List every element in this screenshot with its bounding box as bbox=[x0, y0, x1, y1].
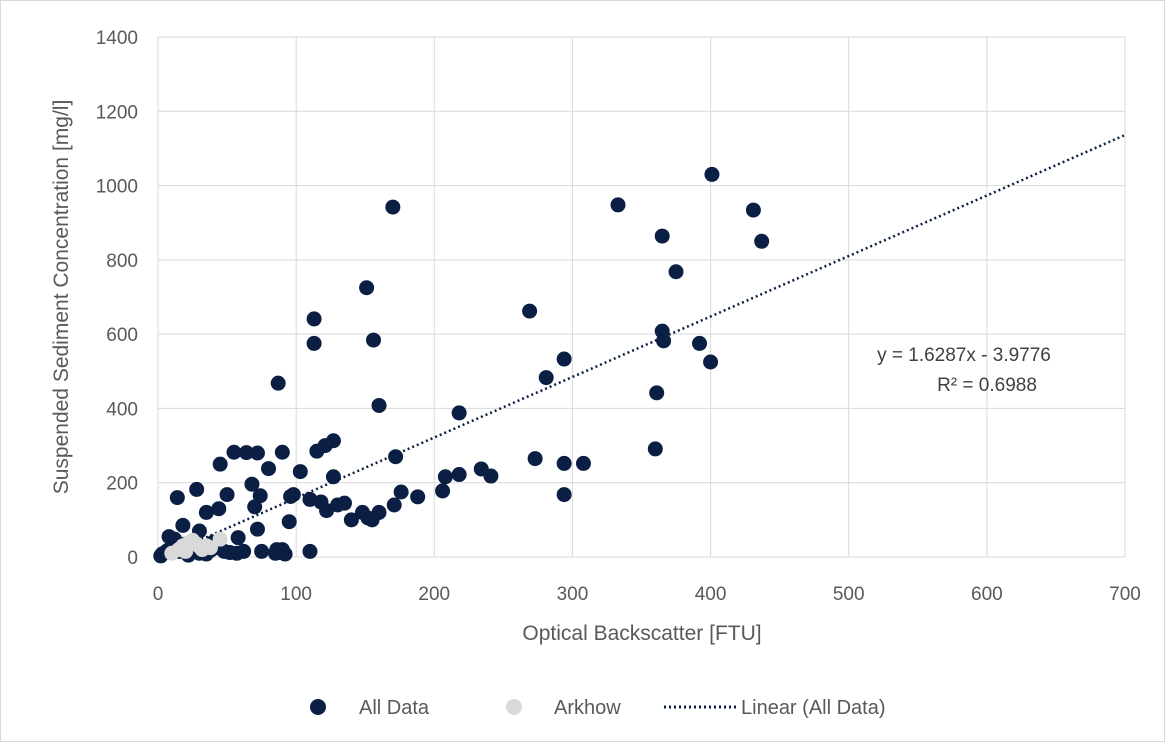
all-data-point bbox=[306, 311, 322, 327]
all-data-point bbox=[175, 517, 191, 533]
all-data-point bbox=[244, 476, 260, 492]
all-data-point bbox=[249, 445, 265, 461]
x-tick-label: 700 bbox=[1109, 584, 1141, 605]
all-data-point bbox=[556, 351, 572, 367]
x-tick-label: 500 bbox=[833, 584, 865, 605]
legend-marker-all-data bbox=[310, 699, 326, 715]
all-data-point bbox=[385, 199, 401, 215]
all-data-point bbox=[309, 443, 325, 459]
y-tick-label: 1200 bbox=[96, 102, 138, 123]
all-data-point bbox=[522, 303, 538, 319]
x-tick-label: 600 bbox=[971, 584, 1003, 605]
all-data-point bbox=[189, 481, 205, 497]
x-tick-label: 300 bbox=[557, 584, 589, 605]
x-tick-label: 200 bbox=[418, 584, 450, 605]
all-data-point bbox=[410, 489, 426, 505]
all-data-point bbox=[393, 484, 409, 500]
all-data-point bbox=[169, 490, 185, 506]
all-data-point bbox=[435, 483, 451, 499]
all-data-point bbox=[556, 455, 572, 471]
all-data-point bbox=[654, 228, 670, 244]
trendline-equation: y = 1.6287x - 3.9776 bbox=[877, 345, 1051, 366]
all-data-point bbox=[451, 405, 467, 421]
y-tick-label: 1400 bbox=[96, 28, 138, 49]
arklow-point bbox=[178, 543, 194, 559]
all-data-point bbox=[252, 488, 268, 504]
y-tick-label: 400 bbox=[106, 399, 138, 420]
all-data-point bbox=[306, 335, 322, 351]
all-data-point bbox=[219, 487, 235, 503]
all-data-point bbox=[649, 385, 665, 401]
all-data-point bbox=[236, 543, 252, 559]
arklow-point bbox=[164, 545, 180, 561]
all-data-point bbox=[238, 445, 254, 461]
y-tick-label: 1000 bbox=[96, 177, 138, 198]
gridlines bbox=[157, 36, 1126, 558]
legend-label-arklow: Arkhow bbox=[554, 697, 621, 719]
all-data-point bbox=[319, 503, 335, 519]
all-data-point bbox=[261, 461, 277, 477]
all-data-point bbox=[610, 197, 626, 213]
all-data-point bbox=[703, 354, 719, 370]
all-data-point bbox=[360, 510, 376, 526]
x-tick-label: 0 bbox=[153, 584, 164, 605]
all-data-point bbox=[366, 332, 382, 348]
all-data-point bbox=[483, 468, 499, 484]
all-data-point bbox=[226, 444, 242, 460]
all-data-point bbox=[230, 530, 246, 546]
y-axis-title: Suspended Sediment Concentration [mg/l] bbox=[50, 100, 73, 495]
all-data-point bbox=[343, 512, 359, 528]
all-data-point bbox=[437, 469, 453, 485]
data-points bbox=[153, 166, 770, 564]
all-data-point bbox=[556, 487, 572, 503]
all-data-point bbox=[270, 375, 286, 391]
all-data-point bbox=[656, 333, 672, 349]
y-tick-label: 600 bbox=[106, 325, 138, 346]
y-tick-label: 200 bbox=[106, 474, 138, 495]
all-data-point bbox=[212, 456, 228, 472]
all-data-point bbox=[254, 543, 270, 559]
all-data-point bbox=[745, 202, 761, 218]
all-data-point bbox=[451, 467, 467, 483]
legend-label-all-data: All Data bbox=[359, 697, 430, 719]
all-data-point bbox=[274, 444, 290, 460]
all-data-point bbox=[388, 449, 404, 465]
x-tick-label: 400 bbox=[695, 584, 727, 605]
all-data-point bbox=[198, 504, 214, 520]
all-data-point bbox=[302, 543, 318, 559]
arklow-point bbox=[202, 540, 218, 556]
all-data-point bbox=[704, 166, 720, 182]
all-data-point bbox=[247, 499, 263, 515]
all-data-point bbox=[359, 280, 375, 296]
all-data-point bbox=[692, 335, 708, 351]
legend-label-linear: Linear (All Data) bbox=[741, 697, 886, 719]
x-axis-title: Optical Backscatter [FTU] bbox=[522, 622, 761, 645]
all-data-point bbox=[668, 264, 684, 280]
all-data-point bbox=[647, 441, 663, 457]
trendline-r-squared: R² = 0.6988 bbox=[937, 375, 1037, 396]
y-tick-label: 800 bbox=[106, 251, 138, 272]
legend-marker-arklow bbox=[506, 699, 522, 715]
all-data-point bbox=[754, 233, 770, 249]
all-data-point bbox=[527, 451, 543, 467]
y-tick-label: 0 bbox=[127, 548, 138, 569]
arklow-point bbox=[212, 531, 228, 547]
all-data-point bbox=[249, 521, 265, 537]
x-tick-label: 100 bbox=[280, 584, 312, 605]
legend: All Data Arkhow Linear (All Data) bbox=[310, 697, 886, 719]
all-data-point bbox=[325, 469, 341, 485]
all-data-point bbox=[538, 370, 554, 386]
tick-labels: 0 200 400 600 800 1000 1200 1400 0 100 200 300 400 50… bbox=[96, 28, 1141, 605]
all-data-point bbox=[371, 397, 387, 413]
all-data-point bbox=[285, 487, 301, 503]
all-data-point bbox=[575, 455, 591, 471]
all-data-point bbox=[274, 542, 290, 558]
all-data-point bbox=[281, 514, 297, 530]
all-data-point bbox=[211, 501, 227, 517]
all-data-point bbox=[336, 495, 352, 511]
all-data-point bbox=[292, 464, 308, 480]
all-data-point bbox=[386, 497, 402, 513]
